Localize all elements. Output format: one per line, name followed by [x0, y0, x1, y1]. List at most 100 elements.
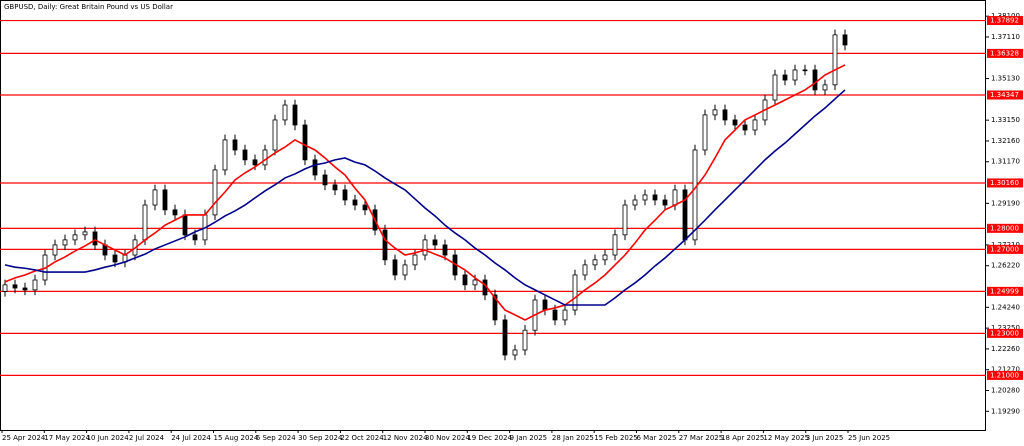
candle-body	[792, 69, 798, 81]
candle-body	[222, 139, 228, 171]
candle-body	[262, 149, 268, 166]
candle-body	[292, 104, 298, 126]
candle-body	[542, 299, 548, 311]
level-label-box	[987, 16, 1023, 26]
candle-body	[322, 174, 328, 186]
x-tick-label: 3 Jun 2025	[806, 434, 844, 442]
candle-body	[152, 189, 158, 206]
candle-body	[622, 204, 628, 236]
candle-body	[632, 199, 638, 206]
y-tick-label: 1.35130	[991, 75, 1020, 83]
candle-body	[392, 259, 398, 276]
x-tick-label: 17 May 2024	[44, 434, 90, 442]
level-label: 1.36328	[990, 49, 1019, 57]
candle-body	[512, 349, 518, 356]
candle-body	[812, 69, 818, 91]
candle-body	[432, 239, 438, 246]
candle-body	[732, 119, 738, 126]
y-tick-label: 1.22260	[991, 345, 1020, 353]
level-label: 1.34347	[990, 91, 1019, 99]
candle-body	[692, 149, 698, 241]
y-tick-label: 1.23250	[991, 324, 1020, 332]
candle-body	[502, 319, 508, 356]
candle-body	[492, 294, 498, 321]
level-label-box	[987, 244, 1023, 254]
candle-body	[822, 84, 828, 91]
level-label-box	[987, 370, 1023, 380]
candle-body	[72, 234, 78, 241]
ma-line	[4, 64, 846, 321]
x-tick-label: 6 Mar 2025	[637, 434, 677, 442]
candle-body	[642, 194, 648, 201]
candle-body	[62, 239, 68, 246]
candle-body	[652, 194, 658, 201]
candle-body	[782, 74, 788, 81]
candle-body	[52, 244, 58, 256]
candle-body	[422, 239, 428, 256]
level-label: 1.23000	[990, 329, 1019, 337]
level-label: 1.37892	[990, 17, 1019, 25]
candle-body	[342, 189, 348, 201]
candle-body	[752, 119, 758, 131]
y-tick-label: 1.29190	[991, 199, 1020, 207]
candle-body	[232, 139, 238, 151]
candle-body	[592, 259, 598, 266]
x-tick-label: 6 Sep 2024	[256, 434, 296, 442]
level-label: 1.21000	[990, 371, 1019, 379]
level-label-box	[987, 178, 1023, 188]
level-label-box	[987, 48, 1023, 58]
candle-body	[282, 104, 288, 121]
candle-body	[382, 229, 388, 261]
x-tick-label: 30 Sep 2024	[298, 434, 343, 442]
candle-body	[2, 284, 8, 292]
y-tick-label: 1.31170	[991, 158, 1020, 166]
plot-frame	[0, 0, 986, 431]
candle-body	[352, 199, 358, 206]
candle-body	[742, 124, 748, 131]
candle-body	[602, 254, 608, 261]
y-tick-label: 1.24240	[991, 303, 1020, 311]
candle-body	[462, 274, 468, 286]
level-label: 1.30160	[990, 179, 1019, 187]
candle-body	[442, 244, 448, 256]
candle-body	[362, 204, 368, 211]
candle-body	[712, 109, 718, 116]
x-tick-label: 25 Apr 2024	[2, 434, 46, 442]
y-tick-label: 1.19290	[991, 407, 1020, 415]
candle-body	[82, 231, 88, 236]
candle-body	[802, 69, 808, 72]
candle-body	[162, 189, 168, 211]
candle-body	[522, 329, 528, 351]
candle-body	[142, 204, 148, 241]
candle-body	[612, 234, 618, 256]
x-tick-label: 28 Jan 2025	[552, 434, 594, 442]
candle-body	[302, 124, 308, 161]
candle-body	[92, 231, 98, 246]
y-tick-label: 1.26220	[991, 262, 1020, 270]
level-label: 1.27000	[990, 245, 1019, 253]
level-label-box	[987, 286, 1023, 296]
level-label: 1.28000	[990, 224, 1019, 232]
candle-body	[402, 264, 408, 276]
candle-body	[172, 209, 178, 216]
level-label-box	[987, 90, 1023, 100]
candle-body	[672, 189, 678, 206]
chart-title: GBPUSD, Daily: Great Britain Pound vs US…	[4, 3, 173, 11]
candle-body	[842, 34, 848, 46]
x-tick-label: 22 Oct 2024	[340, 434, 384, 442]
candle-body	[722, 109, 728, 121]
candle-body	[772, 74, 778, 101]
candle-body	[12, 284, 18, 289]
candle-body	[272, 119, 278, 151]
ma-line	[4, 89, 846, 306]
x-tick-label: 15 Feb 2025	[594, 434, 638, 442]
candle-body	[312, 159, 318, 176]
x-tick-label: 2 Jul 2024	[129, 434, 165, 442]
x-tick-label: 9 Jan 2025	[510, 434, 548, 442]
level-label-box	[987, 223, 1023, 233]
candle-body	[22, 287, 28, 291]
candle-body	[242, 149, 248, 161]
candle-body	[32, 279, 38, 291]
x-tick-label: 30 Nov 2024	[425, 434, 470, 442]
candle-body	[412, 254, 418, 266]
